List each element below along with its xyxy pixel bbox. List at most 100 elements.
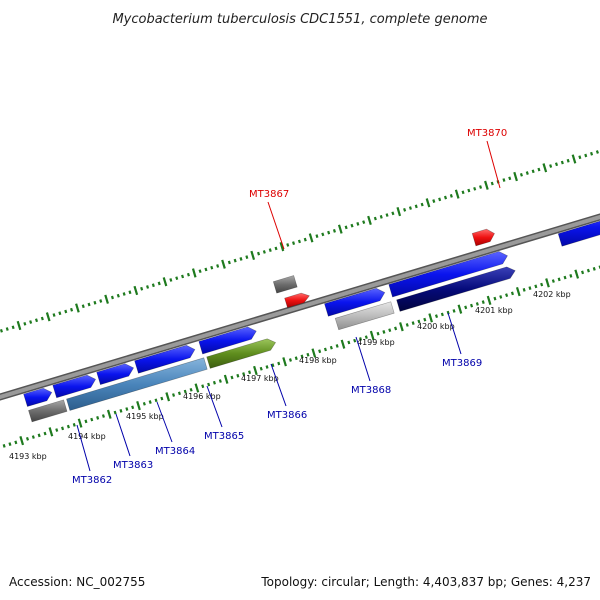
scale-tick [75,303,80,313]
gene-label[interactable]: MT3870 [467,128,507,139]
scale-tick [172,393,176,397]
gene-label[interactable]: MT3863 [113,460,153,471]
gene-feature[interactable] [471,228,495,247]
scale-tick [308,233,314,243]
scale-tick [239,257,243,261]
gene-label[interactable]: MT3865 [204,431,244,442]
gene-feature[interactable] [396,266,516,312]
scale-tick [362,220,366,224]
scale-tick [146,285,150,289]
gene-feature[interactable] [198,326,257,355]
gene-feature[interactable] [557,208,600,247]
scale-tick [408,206,412,210]
scale-tick [461,190,465,195]
backbone-core [0,214,600,400]
scale-tick [581,270,585,275]
scale-tick [379,214,383,219]
scale-tick [592,266,596,271]
scale-tick [245,255,249,260]
gene-feature[interactable] [28,399,68,423]
scale-tick [271,363,275,368]
scale-label: 4195 kbp [126,412,164,421]
scale-tick [376,331,380,336]
accession-text: Accession: NC_002755 [9,575,145,589]
scale-tick [369,330,375,341]
scale-tick [154,398,158,403]
gene-feature[interactable] [134,344,196,374]
gene-label[interactable]: MT3866 [267,410,307,421]
gene-label[interactable]: MT3867 [249,189,289,200]
gene-feature[interactable] [66,357,208,411]
scale-label: 4193 kbp [9,452,47,461]
scale-tick [183,389,187,394]
scale-tick [394,326,398,331]
scale-tick [265,365,269,369]
scale-tick [90,417,94,422]
gene-feature[interactable] [272,275,298,294]
scale-tick [230,375,234,380]
scale-tick [586,268,590,273]
scale-tick [198,269,202,274]
scale-tick [236,373,240,378]
scale-tick [16,320,22,331]
gene-feature[interactable] [388,251,508,298]
scale-labels: 4193 kbp 4194 kbp 4195 kbp 4196 kbp 4197 kbp… [9,290,571,461]
scale-tick [257,251,261,256]
gene-leader-line [270,363,287,407]
scale-tick [37,433,41,438]
scale-tick [449,193,453,198]
scale-tick [423,317,427,322]
scale-tick [457,304,463,314]
scale-tick [262,250,266,254]
scale-tick [417,319,421,324]
scale-tick [551,279,555,283]
gene-feature[interactable] [52,374,97,399]
scale-tick [323,347,327,352]
gene-feature[interactable] [334,301,395,331]
gene-label[interactable]: MT3862 [72,475,112,486]
scale-tick [356,221,360,226]
scale-tick [157,281,161,286]
scale-tick [292,241,296,246]
scale-label: 4202 kbp [533,290,571,299]
scale-tick [99,299,103,303]
scale-tick [29,320,33,324]
gene-label[interactable]: MT3869 [442,358,482,369]
gene-feature[interactable] [96,363,135,385]
scale-tick [5,327,9,331]
scale-tick [396,206,402,217]
scale-tick [61,426,65,431]
scale-tick [519,172,523,177]
scale-tick [189,387,193,392]
gene-feature[interactable] [284,292,310,308]
scale-tick [493,296,497,301]
scale-tick [0,328,3,333]
scale-tick [140,286,144,291]
scale-tick [347,340,351,345]
scale-tick [58,311,62,316]
scale-tick [148,400,152,404]
gene-label[interactable]: MT3864 [155,446,195,457]
scale-tick [125,407,129,411]
scale-tick [434,314,439,319]
scale-tick [250,250,256,261]
gene-feature[interactable] [206,338,277,369]
scale-tick [513,171,518,182]
scale-tick [350,223,354,228]
scale-tick [142,401,146,406]
scale-tick [52,313,56,317]
scale-tick [25,436,30,441]
scale-tick [136,400,141,411]
gene-feature[interactable] [23,387,53,407]
scale-tick [464,305,468,310]
scale-tick [113,410,117,415]
scale-tick [542,163,548,173]
scale-tick [93,300,97,305]
gene-feature[interactable] [324,287,386,317]
scale-tick [425,198,431,208]
scale-tick [490,181,494,186]
scale-tick [186,272,190,277]
scale-tick [31,435,35,439]
gene-label[interactable]: MT3868 [351,385,391,396]
